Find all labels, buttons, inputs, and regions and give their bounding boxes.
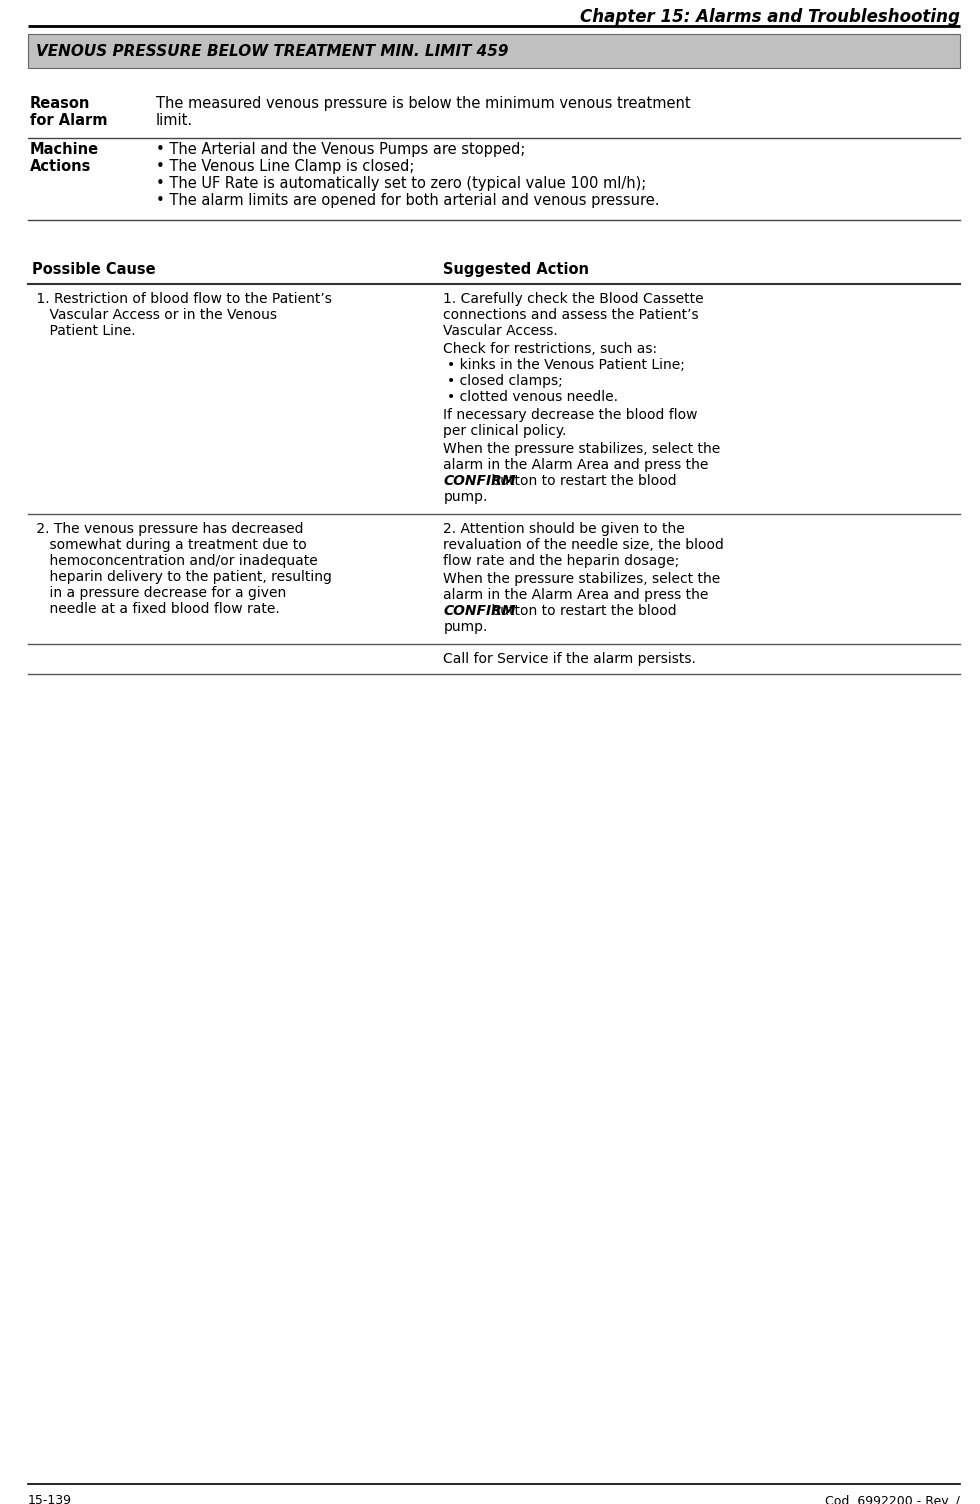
Text: Patient Line.: Patient Line. [32, 323, 135, 338]
Text: • kinks in the Venous Patient Line;: • kinks in the Venous Patient Line; [448, 358, 685, 371]
Text: • The alarm limits are opened for both arterial and venous pressure.: • The alarm limits are opened for both a… [156, 193, 660, 208]
Text: limit.: limit. [156, 113, 193, 128]
Text: Machine: Machine [30, 141, 99, 156]
Text: • The Venous Line Clamp is closed;: • The Venous Line Clamp is closed; [156, 159, 415, 174]
Text: connections and assess the Patient’s: connections and assess the Patient’s [443, 308, 699, 322]
Text: per clinical policy.: per clinical policy. [443, 424, 566, 438]
Text: 2. The venous pressure has decreased: 2. The venous pressure has decreased [32, 522, 304, 535]
Text: Possible Cause: Possible Cause [32, 262, 156, 277]
Text: 1. Carefully check the Blood Cassette: 1. Carefully check the Blood Cassette [443, 292, 704, 305]
Text: heparin delivery to the patient, resulting: heparin delivery to the patient, resulti… [32, 570, 332, 584]
Text: CONFIRM: CONFIRM [443, 605, 515, 618]
Text: Chapter 15: Alarms and Troubleshooting: Chapter 15: Alarms and Troubleshooting [580, 8, 960, 26]
Text: needle at a fixed blood flow rate.: needle at a fixed blood flow rate. [32, 602, 279, 617]
Text: button to restart the blood: button to restart the blood [487, 605, 676, 618]
Text: When the pressure stabilizes, select the: When the pressure stabilizes, select the [443, 442, 720, 456]
Text: pump.: pump. [443, 490, 488, 504]
Text: in a pressure decrease for a given: in a pressure decrease for a given [32, 587, 286, 600]
Text: CONFIRM: CONFIRM [443, 474, 515, 487]
Text: 1. Restriction of blood flow to the Patient’s: 1. Restriction of blood flow to the Pati… [32, 292, 332, 305]
Text: alarm in the Alarm Area and press the: alarm in the Alarm Area and press the [443, 588, 709, 602]
Text: Call for Service if the alarm persists.: Call for Service if the alarm persists. [443, 653, 697, 666]
Text: button to restart the blood: button to restart the blood [487, 474, 676, 487]
Text: flow rate and the heparin dosage;: flow rate and the heparin dosage; [443, 553, 680, 569]
Text: When the pressure stabilizes, select the: When the pressure stabilizes, select the [443, 572, 720, 587]
Text: VENOUS PRESSURE BELOW TREATMENT MIN. LIMIT 459: VENOUS PRESSURE BELOW TREATMENT MIN. LIM… [36, 44, 509, 59]
Text: Suggested Action: Suggested Action [443, 262, 589, 277]
Text: Reason: Reason [30, 96, 90, 111]
Text: Check for restrictions, such as:: Check for restrictions, such as: [443, 341, 658, 356]
Text: • clotted venous needle.: • clotted venous needle. [448, 390, 618, 405]
Text: for Alarm: for Alarm [30, 113, 108, 128]
Text: revaluation of the needle size, the blood: revaluation of the needle size, the bloo… [443, 538, 724, 552]
Text: If necessary decrease the blood flow: If necessary decrease the blood flow [443, 408, 698, 423]
Text: • The UF Rate is automatically set to zero (typical value 100 ml/h);: • The UF Rate is automatically set to ze… [156, 176, 646, 191]
Text: alarm in the Alarm Area and press the: alarm in the Alarm Area and press the [443, 459, 709, 472]
Text: 15-139: 15-139 [28, 1493, 72, 1504]
Text: Actions: Actions [30, 159, 91, 174]
Text: pump.: pump. [443, 620, 488, 635]
Text: Vascular Access or in the Venous: Vascular Access or in the Venous [32, 308, 277, 322]
Text: • The Arterial and the Venous Pumps are stopped;: • The Arterial and the Venous Pumps are … [156, 141, 525, 156]
Text: Cod. 6992200 - Rev. /: Cod. 6992200 - Rev. / [825, 1493, 960, 1504]
FancyBboxPatch shape [28, 35, 960, 68]
Text: 2. Attention should be given to the: 2. Attention should be given to the [443, 522, 685, 535]
Text: • closed clamps;: • closed clamps; [448, 374, 564, 388]
Text: The measured venous pressure is below the minimum venous treatment: The measured venous pressure is below th… [156, 96, 691, 111]
Text: somewhat during a treatment due to: somewhat during a treatment due to [32, 538, 307, 552]
Text: hemoconcentration and/or inadequate: hemoconcentration and/or inadequate [32, 553, 318, 569]
Text: Vascular Access.: Vascular Access. [443, 323, 559, 338]
